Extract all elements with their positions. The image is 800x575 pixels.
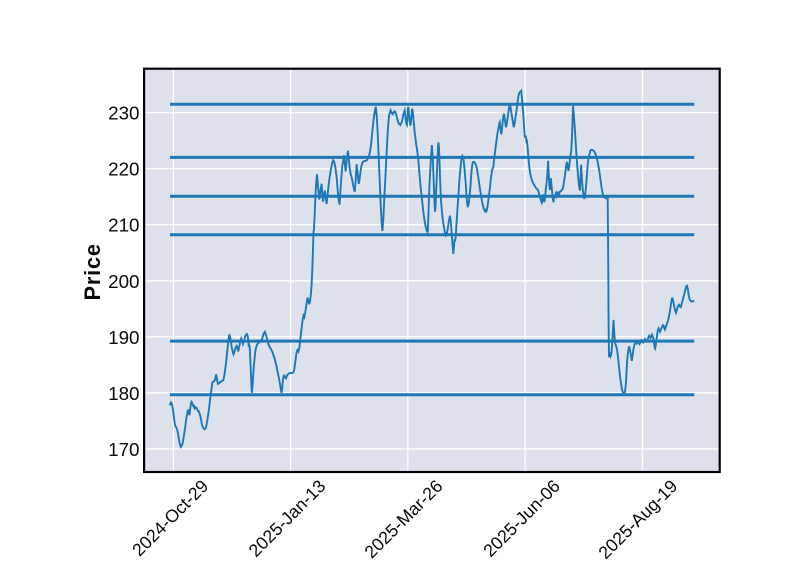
svg-text:190: 190 [108,327,139,348]
svg-text:230: 230 [108,103,139,124]
svg-text:220: 220 [108,159,139,180]
svg-text:210: 210 [108,215,139,236]
svg-text:170: 170 [108,439,139,460]
svg-text:180: 180 [108,383,139,404]
svg-text:200: 200 [108,271,139,292]
svg-text:Price: Price [80,243,105,300]
